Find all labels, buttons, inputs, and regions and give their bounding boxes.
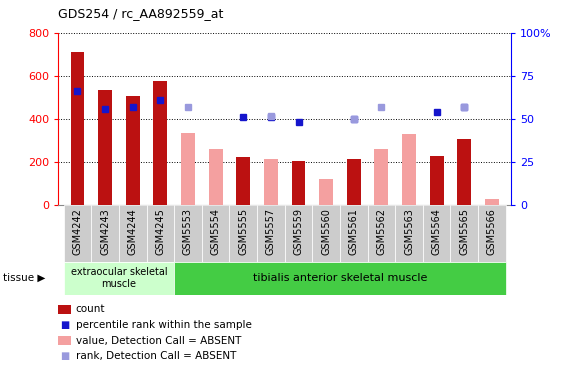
Bar [423, 205, 450, 262]
Text: GSM4242: GSM4242 [73, 208, 83, 255]
Bar [236, 157, 250, 205]
Text: GSM5566: GSM5566 [487, 208, 497, 255]
Bar [368, 205, 395, 262]
Text: GDS254 / rc_AA892559_at: GDS254 / rc_AA892559_at [58, 7, 224, 20]
Text: GSM4245: GSM4245 [155, 208, 166, 255]
Bar [340, 205, 368, 262]
Bar [285, 205, 313, 262]
Bar [395, 205, 423, 262]
Bar [181, 133, 195, 205]
Text: GSM5564: GSM5564 [432, 208, 442, 255]
Bar [478, 205, 505, 262]
Bar [202, 205, 229, 262]
Text: extraocular skeletal
muscle: extraocular skeletal muscle [70, 267, 167, 289]
Bar [402, 134, 416, 205]
Bar [264, 159, 278, 205]
Bar [146, 205, 174, 262]
Text: percentile rank within the sample: percentile rank within the sample [76, 320, 252, 330]
Bar [457, 139, 471, 205]
Bar [229, 205, 257, 262]
Text: GSM5560: GSM5560 [321, 208, 331, 255]
Bar [430, 156, 443, 205]
Bar [98, 90, 112, 205]
Text: GSM5563: GSM5563 [404, 208, 414, 255]
Text: tissue ▶: tissue ▶ [3, 273, 45, 283]
Bar [174, 262, 505, 295]
Text: ■: ■ [60, 320, 69, 330]
Text: GSM5561: GSM5561 [349, 208, 359, 255]
Bar [209, 149, 223, 205]
Text: ■: ■ [60, 351, 69, 362]
Bar [319, 179, 333, 205]
Text: GSM5565: GSM5565 [460, 208, 469, 255]
Bar [375, 149, 388, 205]
Text: value, Detection Call = ABSENT: value, Detection Call = ABSENT [76, 336, 241, 346]
Text: GSM4244: GSM4244 [128, 208, 138, 254]
Text: GSM5553: GSM5553 [183, 208, 193, 255]
Text: GSM5557: GSM5557 [266, 208, 276, 255]
Text: GSM5562: GSM5562 [376, 208, 386, 255]
Bar [313, 205, 340, 262]
Text: GSM5554: GSM5554 [210, 208, 221, 255]
Bar [153, 81, 167, 205]
Bar [450, 205, 478, 262]
Bar [174, 205, 202, 262]
Bar [64, 262, 174, 295]
Bar [64, 205, 91, 262]
Text: tibialis anterior skeletal muscle: tibialis anterior skeletal muscle [253, 273, 427, 283]
Bar [70, 52, 84, 205]
Text: count: count [76, 304, 105, 314]
Text: GSM4243: GSM4243 [100, 208, 110, 254]
Text: rank, Detection Call = ABSENT: rank, Detection Call = ABSENT [76, 351, 236, 362]
Bar [91, 205, 119, 262]
Bar [119, 205, 146, 262]
Text: GSM5559: GSM5559 [293, 208, 303, 255]
Bar [292, 161, 306, 205]
Bar [257, 205, 285, 262]
Bar [126, 96, 139, 205]
Bar [347, 159, 361, 205]
Text: GSM5555: GSM5555 [238, 208, 248, 255]
Bar [485, 198, 499, 205]
